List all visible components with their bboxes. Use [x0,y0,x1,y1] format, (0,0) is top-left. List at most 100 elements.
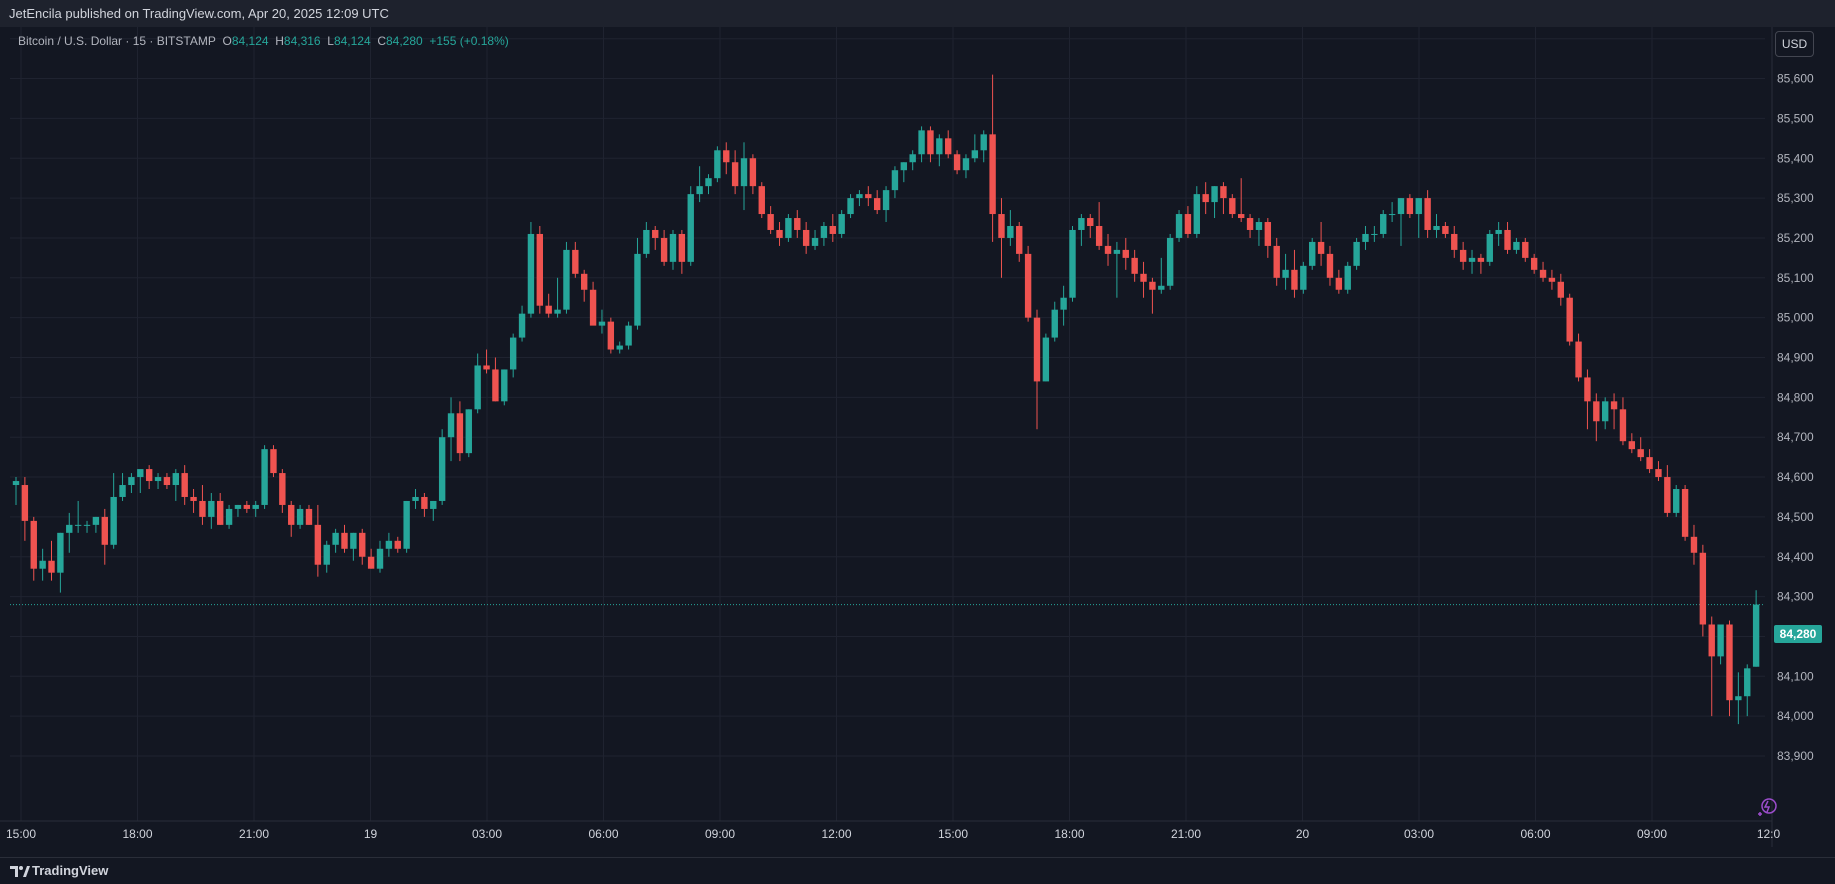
candle [74,500,82,533]
candle-body [687,194,694,262]
candle-body [1406,198,1414,215]
candle-body [474,365,481,410]
candle [1095,202,1103,250]
candle-body [1504,229,1511,250]
candle [625,321,632,350]
candle [1610,393,1618,430]
candle-body [509,337,517,370]
candle [927,126,934,163]
candle-body [261,449,268,505]
x-tick-label: 18:00 [122,827,152,841]
tradingview-logo-icon[interactable] [10,864,30,878]
candle [589,281,597,326]
candle-body [652,229,659,238]
candle [1291,249,1298,298]
candle [794,210,801,238]
candle [145,465,153,490]
candle [1060,285,1067,326]
change-value: +155 (+0.18%) [429,34,509,48]
candle [1024,245,1032,322]
candle-body [101,516,108,545]
candle [305,504,313,525]
candle-body [873,198,881,211]
candle [1495,222,1502,246]
candle [980,130,987,163]
candle [749,154,757,195]
candle-body [403,500,410,549]
candle [261,445,268,509]
candle [350,532,357,561]
candle [1016,222,1023,262]
x-tick-label: 12:0 [1757,827,1781,841]
candle [767,206,774,234]
candle-body [1211,186,1218,203]
candle [101,508,108,565]
candle-body [1113,249,1121,254]
candle-body [1495,229,1502,234]
candle [217,492,224,525]
candle-body [1042,337,1050,382]
candle-body [598,321,606,326]
candle [1140,261,1147,298]
candle [252,500,259,517]
y-tick-label: 84,800 [1777,390,1814,404]
candle [847,194,854,219]
candle [1237,178,1245,223]
candle [1504,222,1511,254]
candle-body [1513,241,1520,250]
candle [1229,194,1236,219]
candle-body [1024,253,1032,318]
candle-body [563,249,570,310]
candle-body [74,524,82,526]
x-tick-label: 09:00 [1637,827,1667,841]
candle-body [492,369,499,402]
y-tick-label: 84,400 [1777,550,1814,564]
candle-body [1344,265,1351,290]
candle-body [1681,489,1689,537]
lightning-icon[interactable] [1756,796,1778,818]
candle [1202,182,1209,215]
candle-body [1353,241,1360,266]
candle-body [909,154,916,163]
candle-body [465,409,472,454]
candle [1158,257,1165,294]
candle [1087,214,1094,238]
y-tick-label: 85,600 [1777,72,1814,86]
candle [1664,465,1671,517]
publish-info: JetEncila published on TradingView.com, … [9,6,389,21]
candle-body [581,273,588,290]
candle [1246,214,1254,238]
candle-body [1442,225,1449,234]
candle-body [1202,194,1209,203]
candle [1530,253,1538,274]
candle-body [882,190,890,211]
candle-body [1566,297,1573,342]
candle [447,397,455,462]
candlestick-chart[interactable]: 83,90084,00084,10084,20084,30084,40084,5… [0,27,1835,857]
candle-body [12,481,20,486]
candle-body [1095,225,1103,246]
candle [1104,233,1112,266]
currency-button[interactable]: USD [1775,31,1814,57]
candle-body [217,500,224,525]
candle [989,74,996,242]
candle-body [891,170,899,191]
candle [1593,393,1600,442]
candle [509,333,517,378]
candle [554,277,561,318]
candle [936,134,943,167]
candle [616,341,623,354]
y-tick-label: 84,600 [1777,470,1814,484]
candle [456,401,464,462]
candle [873,190,881,215]
candle-body [785,218,792,238]
candle [1300,261,1307,294]
candle-body [1380,214,1387,234]
candle [1548,269,1556,290]
candle-body [350,532,357,549]
candle-body [1033,317,1041,382]
candle [891,166,899,199]
candle-body [678,233,686,262]
candle [1371,225,1378,242]
candle-body [252,504,259,509]
